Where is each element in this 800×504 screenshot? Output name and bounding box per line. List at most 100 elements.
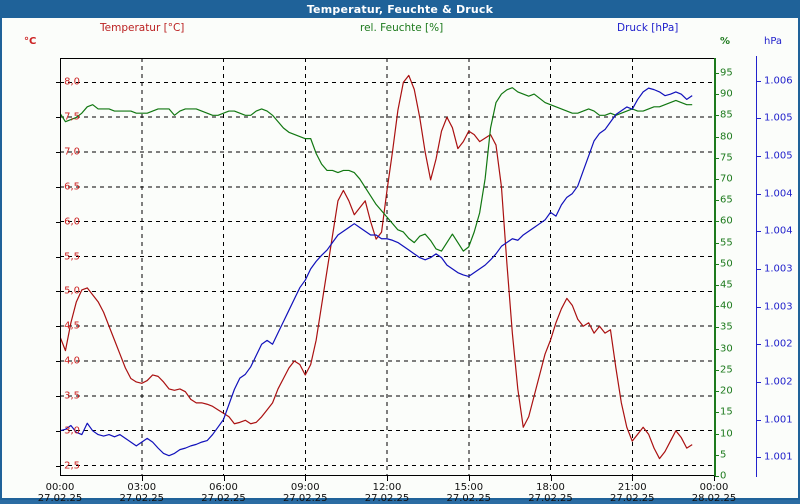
- humidity-tick-label: 80: [720, 131, 733, 142]
- humidity-tick-mark: [714, 115, 719, 117]
- humidity-tick-mark: [714, 369, 719, 371]
- left-tick-label: 3,5: [64, 390, 80, 402]
- chart-canvas: [60, 58, 714, 476]
- humidity-tick-label: 40: [720, 300, 733, 312]
- x-tick-mark: [141, 476, 143, 481]
- pressure-tick-mark: [757, 193, 761, 195]
- x-tick-time: 09:00: [290, 482, 320, 493]
- pressure-tick-mark: [757, 155, 761, 157]
- x-tick-mark: [550, 476, 552, 481]
- pressure-tick-label: 1.004: [764, 225, 793, 237]
- humidity-tick-mark: [714, 348, 719, 350]
- left-tick-label: 8,0: [64, 76, 80, 88]
- left-axis-unit: °C: [24, 36, 37, 47]
- x-tick-label: 21:00 27.02.25: [610, 482, 655, 504]
- left-tick-label: 2,5: [64, 460, 80, 472]
- window-title: Temperatur, Feuchte & Druck: [306, 2, 494, 16]
- humidity-tick-mark: [714, 285, 719, 287]
- humidity-tick-mark: [714, 433, 719, 435]
- humidity-tick-mark: [714, 263, 719, 265]
- left-tick-mark: [56, 221, 60, 223]
- window-title-bar: Temperatur, Feuchte & Druck: [0, 0, 800, 18]
- humidity-tick-label: 10: [720, 428, 733, 440]
- x-tick-label: 12:00 27.02.25: [365, 482, 410, 504]
- humidity-tick-mark: [714, 454, 719, 456]
- pressure-tick-label: 1.004: [764, 188, 793, 200]
- humidity-tick-label: 75: [720, 152, 733, 164]
- x-tick-date: 27.02.25: [37, 493, 83, 504]
- x-tick-time: 15:00: [454, 482, 484, 493]
- x-tick-mark: [632, 476, 634, 481]
- x-tick-time: 18:00: [536, 482, 565, 493]
- legend-pressure: Druck [hPa]: [617, 22, 679, 34]
- left-tick-mark: [56, 326, 60, 328]
- x-tick-date: 27.02.25: [282, 493, 328, 504]
- humidity-tick-mark: [714, 178, 719, 180]
- x-tick-mark: [223, 476, 225, 481]
- x-tick-label: 09:00 27.02.25: [283, 482, 328, 504]
- left-tick-label: 7,5: [64, 111, 80, 123]
- humidity-tick-mark: [714, 412, 719, 414]
- legend-temperature: Temperatur [°C]: [100, 22, 185, 34]
- humidity-tick-mark: [714, 200, 719, 202]
- x-tick-label: 15:00 27.02.25: [446, 482, 491, 504]
- left-tick-label: 5,0: [64, 285, 80, 297]
- left-tick-mark: [56, 152, 60, 154]
- pressure-axis-line: [756, 56, 757, 477]
- x-tick-mark: [468, 476, 470, 481]
- right-axis-unit: %: [720, 36, 731, 47]
- x-tick-date: 27.02.25: [119, 493, 165, 504]
- humidity-tick-mark: [714, 157, 719, 159]
- x-tick-date: 27.02.25: [446, 493, 492, 504]
- left-tick-label: 6,0: [64, 216, 80, 228]
- humidity-tick-mark: [714, 136, 719, 138]
- humidity-tick-mark: [714, 327, 719, 329]
- humidity-tick-mark: [714, 242, 719, 244]
- left-tick-mark: [56, 430, 60, 432]
- humidity-tick-mark: [714, 221, 719, 223]
- x-tick-date: 27.02.25: [364, 493, 410, 504]
- left-tick-label: 4,0: [64, 355, 80, 367]
- pressure-tick-label: 1.002: [764, 338, 793, 350]
- pressure-tick-label: 1.005: [764, 112, 793, 124]
- left-tick-label: 7,0: [64, 146, 80, 158]
- x-tick-label: 00:00 27.02.25: [38, 482, 83, 504]
- x-tick-label: 18:00 27.02.25: [528, 482, 573, 504]
- left-tick-label: 6,5: [64, 181, 80, 193]
- humidity-axis-line: [714, 58, 716, 477]
- humidity-tick-mark: [714, 94, 719, 96]
- humidity-tick-label: 45: [720, 279, 733, 291]
- humidity-tick-label: 5: [720, 449, 727, 461]
- x-tick-label: 03:00 27.02.25: [119, 482, 164, 504]
- pressure-tick-label: 1.001: [764, 451, 793, 463]
- humidity-tick-mark: [714, 476, 719, 477]
- pressure-tick-mark: [757, 231, 761, 233]
- x-tick-time: 06:00: [209, 482, 238, 493]
- pressure-tick-mark: [757, 419, 761, 421]
- x-tick-label: 00:00 28.02.25: [692, 482, 737, 504]
- humidity-tick-mark: [714, 72, 719, 74]
- pressure-tick-mark: [757, 306, 761, 308]
- pressure-tick-mark: [757, 118, 761, 120]
- left-tick-mark: [56, 256, 60, 258]
- humidity-tick-label: 95: [720, 67, 733, 79]
- pressure-tick-mark: [757, 381, 761, 383]
- x-tick-date: 27.02.25: [528, 493, 573, 504]
- x-tick-date: 27.02.25: [609, 493, 655, 504]
- left-tick-mark: [56, 186, 60, 188]
- left-tick-label: 4,5: [64, 320, 80, 332]
- humidity-tick-label: 90: [720, 88, 733, 100]
- pressure-tick-label: 1.005: [764, 150, 793, 162]
- pressure-tick-label: 1.003: [764, 263, 793, 275]
- pressure-tick-mark: [757, 457, 761, 459]
- humidity-tick-label: 30: [720, 343, 733, 355]
- pressure-tick-mark: [757, 80, 761, 82]
- x-tick-mark: [714, 476, 715, 481]
- humidity-tick-label: 15: [720, 406, 733, 418]
- humidity-tick-label: 60: [720, 215, 733, 227]
- left-tick-label: 5,5: [64, 251, 80, 263]
- pressure-tick-label: 1.003: [764, 301, 793, 313]
- x-tick-label: 06:00 27.02.25: [201, 482, 246, 504]
- left-tick-mark: [56, 465, 60, 467]
- left-tick-mark: [56, 361, 60, 363]
